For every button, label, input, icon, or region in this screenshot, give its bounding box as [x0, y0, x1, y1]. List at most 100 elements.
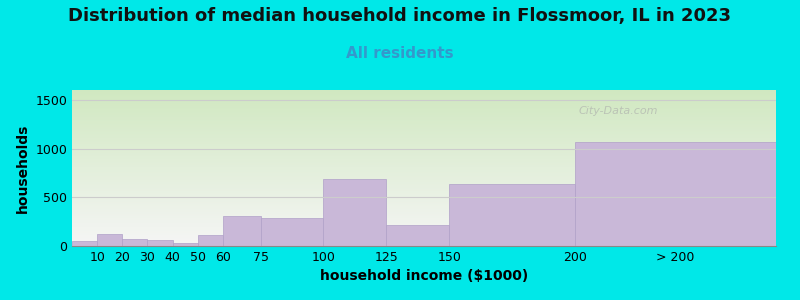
- Bar: [72, 216, 776, 217]
- Bar: [72, 199, 776, 200]
- Bar: [97, 234, 122, 246]
- Bar: [72, 196, 776, 197]
- Bar: [72, 104, 776, 105]
- Bar: [72, 236, 776, 237]
- Bar: [72, 133, 776, 134]
- Bar: [72, 98, 776, 99]
- Bar: [72, 114, 776, 115]
- Bar: [72, 103, 776, 104]
- Bar: [323, 179, 386, 246]
- Bar: [72, 189, 776, 190]
- Bar: [72, 143, 776, 144]
- Bar: [72, 115, 776, 116]
- Bar: [72, 142, 776, 143]
- Bar: [72, 107, 776, 108]
- Bar: [72, 198, 776, 199]
- Bar: [72, 229, 776, 230]
- Bar: [72, 181, 776, 182]
- Bar: [72, 204, 776, 205]
- Bar: [72, 110, 776, 111]
- Bar: [72, 155, 776, 156]
- Bar: [72, 139, 776, 140]
- Text: All residents: All residents: [346, 46, 454, 62]
- Bar: [72, 126, 776, 127]
- Bar: [72, 128, 776, 129]
- Bar: [72, 243, 776, 244]
- Bar: [72, 239, 776, 240]
- Bar: [72, 147, 776, 148]
- Bar: [72, 165, 776, 166]
- Bar: [72, 106, 776, 107]
- Bar: [72, 109, 776, 110]
- Bar: [72, 202, 776, 203]
- Bar: [72, 170, 776, 171]
- Bar: [72, 95, 776, 96]
- Bar: [72, 96, 776, 97]
- Bar: [72, 190, 776, 191]
- Bar: [72, 138, 776, 139]
- Bar: [72, 232, 776, 233]
- Bar: [147, 240, 173, 246]
- Bar: [72, 203, 776, 204]
- Bar: [72, 192, 776, 193]
- Bar: [72, 194, 776, 195]
- Bar: [72, 219, 776, 220]
- Bar: [72, 162, 776, 163]
- Bar: [72, 153, 776, 154]
- Bar: [72, 132, 776, 133]
- Bar: [72, 228, 776, 229]
- Bar: [72, 210, 776, 211]
- Bar: [72, 221, 776, 222]
- Bar: [72, 223, 776, 224]
- Bar: [72, 161, 776, 162]
- Bar: [72, 174, 776, 175]
- Bar: [72, 224, 776, 225]
- Bar: [72, 175, 776, 176]
- Bar: [72, 120, 776, 121]
- Bar: [72, 182, 776, 183]
- Bar: [72, 187, 776, 188]
- Bar: [72, 122, 776, 123]
- Y-axis label: households: households: [16, 123, 30, 213]
- Bar: [72, 188, 776, 189]
- Bar: [72, 234, 776, 235]
- Bar: [72, 154, 776, 155]
- Bar: [72, 101, 776, 102]
- Bar: [72, 197, 776, 198]
- Bar: [72, 131, 776, 132]
- Bar: [72, 211, 776, 212]
- Text: Distribution of median household income in Flossmoor, IL in 2023: Distribution of median household income …: [69, 8, 731, 26]
- Bar: [72, 185, 776, 186]
- Bar: [173, 243, 198, 246]
- Bar: [72, 127, 776, 128]
- Bar: [72, 168, 776, 169]
- Bar: [72, 193, 776, 194]
- Bar: [575, 142, 776, 246]
- X-axis label: household income ($1000): household income ($1000): [320, 269, 528, 284]
- Bar: [72, 230, 776, 231]
- Bar: [72, 144, 776, 145]
- Bar: [72, 245, 776, 246]
- Bar: [72, 105, 776, 106]
- Bar: [72, 244, 776, 245]
- Bar: [72, 124, 776, 125]
- Bar: [72, 141, 776, 142]
- Bar: [72, 220, 776, 221]
- Bar: [72, 125, 776, 126]
- Bar: [72, 209, 776, 210]
- Bar: [72, 160, 776, 161]
- Bar: [72, 92, 776, 93]
- Bar: [72, 171, 776, 172]
- Bar: [72, 217, 776, 218]
- Bar: [72, 183, 776, 184]
- Bar: [72, 177, 776, 178]
- Bar: [72, 116, 776, 117]
- Bar: [72, 207, 776, 208]
- Bar: [72, 238, 776, 239]
- Bar: [261, 218, 323, 246]
- Bar: [72, 167, 776, 168]
- Bar: [72, 156, 776, 157]
- Bar: [72, 241, 776, 242]
- Bar: [72, 135, 776, 136]
- Bar: [72, 214, 776, 215]
